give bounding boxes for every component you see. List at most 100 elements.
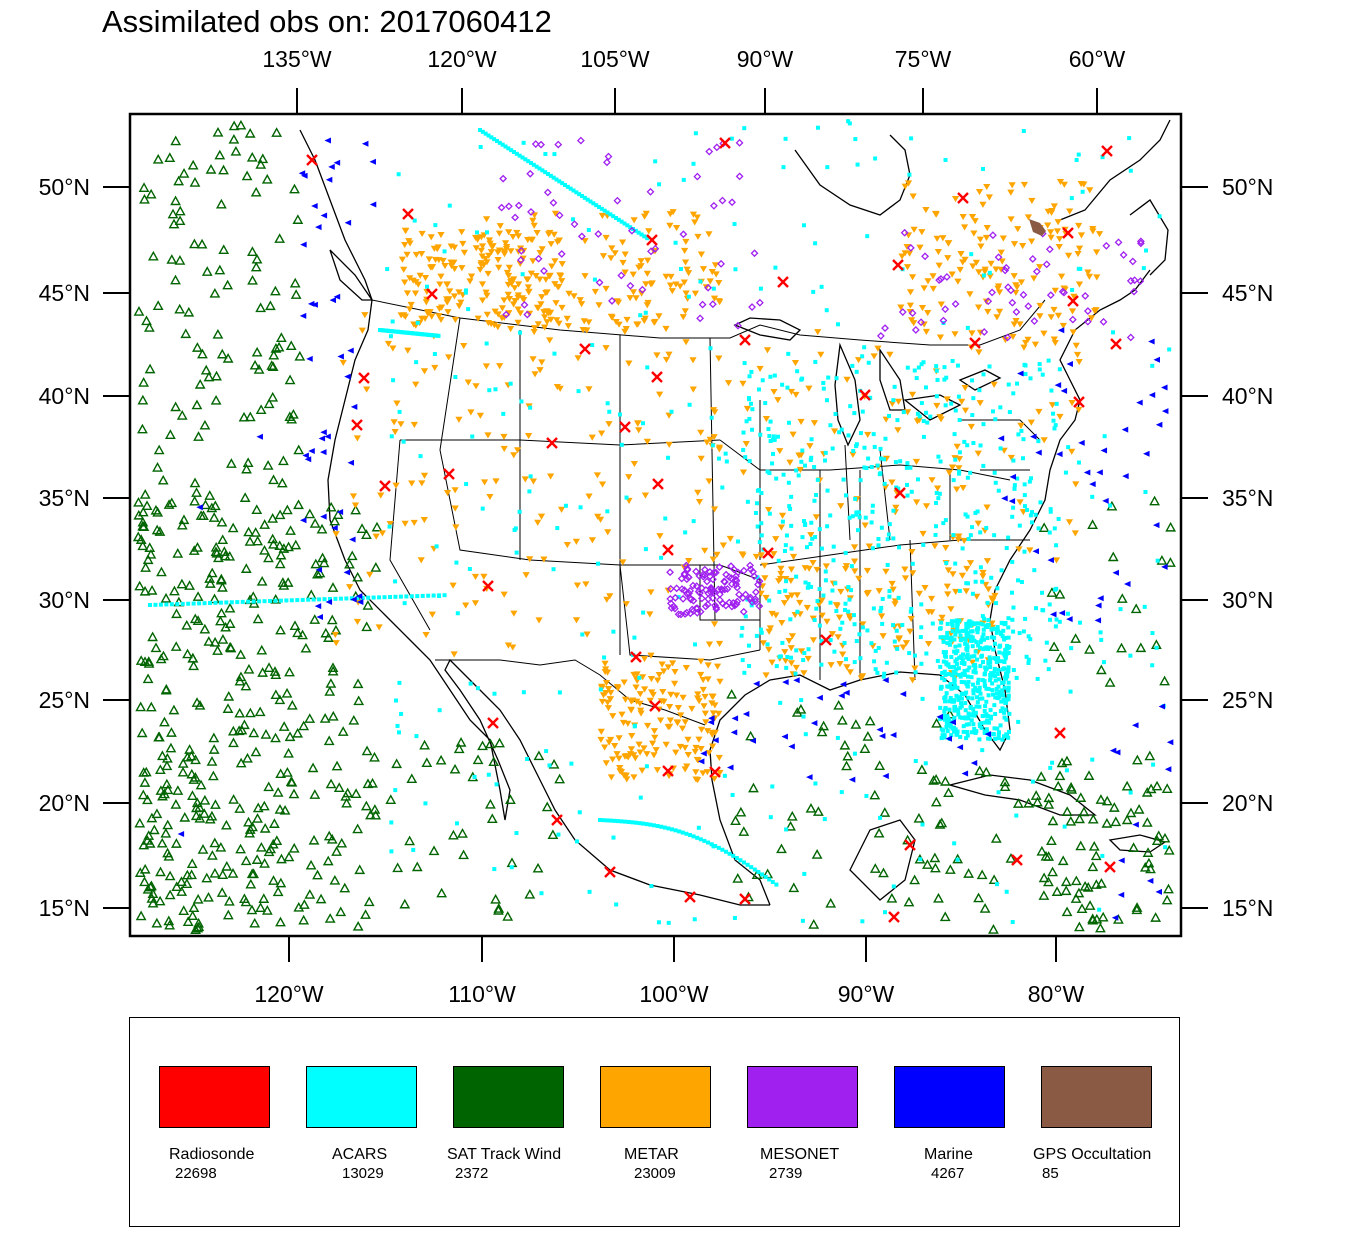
sat-track-wind-obs — [348, 714, 360, 725]
metar-obs — [604, 686, 613, 693]
sat-track-wind-obs — [1095, 664, 1107, 675]
left-lat-label: 15°N — [39, 895, 90, 921]
acars-obs — [997, 730, 1002, 735]
acars-obs — [981, 627, 986, 632]
acars-obs — [611, 835, 616, 840]
acars-obs — [463, 288, 468, 293]
acars-obs — [907, 651, 912, 656]
sat-track-wind-obs — [1087, 519, 1098, 529]
coastline — [947, 774, 1097, 816]
acars-obs — [997, 694, 1002, 699]
metar-obs — [1040, 330, 1048, 337]
metar-obs — [679, 694, 687, 701]
sat-track-wind-obs — [332, 509, 344, 519]
metar-obs — [716, 769, 724, 777]
metar-obs — [514, 306, 522, 313]
mesonet-obs — [1028, 255, 1037, 263]
acars-obs — [1068, 689, 1073, 694]
acars-obs — [873, 667, 878, 672]
acars-obs — [418, 454, 423, 459]
sat-track-wind-obs — [289, 620, 301, 631]
metar-obs — [931, 543, 939, 550]
acars-obs — [1049, 388, 1054, 393]
mesonet-obs — [711, 568, 720, 577]
metar-obs — [570, 293, 578, 300]
metar-obs — [558, 304, 566, 312]
sat-track-wind-obs — [275, 877, 287, 888]
acars-obs — [956, 697, 961, 702]
metar-obs — [541, 314, 549, 321]
acars-obs — [648, 822, 653, 827]
acars-obs — [977, 722, 982, 727]
state-border — [619, 564, 761, 661]
marine-obs — [336, 509, 344, 516]
sat-track-wind-obs — [1046, 587, 1058, 597]
metar-obs — [615, 755, 623, 762]
metar-obs — [484, 270, 492, 277]
acars-obs — [758, 286, 763, 291]
marine-obs — [369, 158, 376, 165]
radiosonde-obs — [402, 208, 414, 220]
acars-obs — [966, 711, 971, 716]
metar-obs — [548, 263, 556, 270]
metar-obs — [531, 371, 539, 378]
marine-obs — [749, 737, 757, 744]
sat-track-wind-obs — [1144, 750, 1156, 761]
acars-obs — [847, 597, 852, 602]
acars-obs — [775, 434, 780, 439]
metar-obs — [986, 273, 994, 280]
sat-track-wind-obs — [257, 153, 269, 164]
metar-obs — [1072, 481, 1080, 488]
radiosonde-obs — [709, 766, 721, 778]
acars-obs — [673, 828, 678, 833]
sat-track-wind-obs — [168, 218, 180, 229]
metar-obs — [987, 260, 995, 267]
sat-track-wind-obs — [222, 703, 234, 713]
mesonet-obs — [1058, 287, 1067, 296]
metar-obs — [677, 712, 685, 719]
right-lat-label: 30°N — [1222, 587, 1273, 613]
acars-obs — [453, 375, 458, 380]
sat-track-wind-obs — [404, 835, 416, 846]
metar-obs — [1047, 314, 1055, 321]
metar-obs — [536, 276, 544, 283]
sat-track-wind-obs — [323, 735, 335, 746]
acars-obs — [1001, 698, 1006, 703]
metar-obs — [640, 655, 649, 663]
acars-obs — [997, 650, 1002, 655]
metar-obs — [607, 774, 615, 781]
acars-obs — [414, 734, 419, 739]
marine-obs — [333, 293, 341, 300]
metar-obs — [939, 235, 947, 242]
acars-obs — [551, 567, 556, 572]
sat-track-wind-obs — [788, 882, 800, 893]
sat-track-wind-obs — [488, 756, 500, 767]
metar-obs — [492, 478, 500, 485]
marine-obs — [697, 758, 705, 765]
acars-obs — [894, 670, 899, 675]
acars-obs — [956, 629, 961, 634]
metar-obs — [588, 537, 596, 544]
mesonet-obs — [708, 594, 717, 603]
metar-obs — [363, 386, 371, 393]
sat-track-wind-obs — [494, 737, 505, 748]
state-border — [625, 564, 760, 621]
acars-obs — [574, 190, 579, 195]
acars-obs — [993, 656, 998, 661]
mesonet-obs — [754, 580, 762, 589]
acars-obs — [551, 175, 556, 180]
coastline — [794, 134, 911, 216]
metar-obs — [411, 290, 420, 297]
acars-obs — [814, 492, 819, 497]
sat-track-wind-obs — [1090, 879, 1102, 889]
mesonet-obs — [707, 583, 715, 592]
acars-obs — [577, 810, 582, 815]
metar-obs — [1092, 307, 1100, 314]
acars-obs — [638, 313, 643, 318]
metar-obs — [970, 230, 978, 237]
mesonet-obs — [935, 276, 944, 285]
acars-obs — [972, 654, 977, 659]
sat-track-wind-obs — [268, 349, 280, 360]
acars-obs — [864, 465, 869, 470]
metar-obs — [1077, 232, 1086, 239]
